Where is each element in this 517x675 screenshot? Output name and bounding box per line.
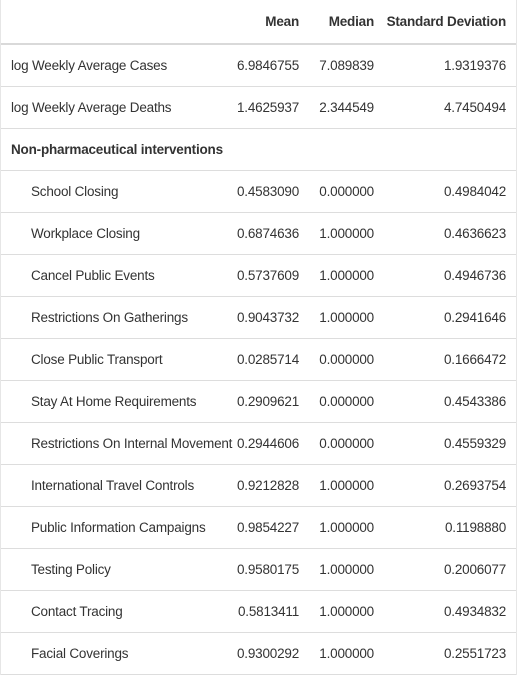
row-label: log Weekly Average Deaths [1,86,231,129]
row-label: Contact Tracing [1,590,231,633]
row-label: Workplace Closing [1,212,231,255]
median-cell: 1.000000 [309,548,384,591]
row-label: School Closing [1,170,231,213]
table-row: Public Information Campaigns 0.9854227 1… [1,506,516,549]
sd-cell: 1.9319376 [384,44,516,87]
sd-cell: 0.2006077 [384,548,516,591]
mean-cell: 0.9043732 [231,296,309,339]
median-cell: 0.000000 [309,170,384,213]
header-label [1,0,231,45]
table-row: School Closing 0.4583090 0.000000 0.4984… [1,170,516,213]
row-label: International Travel Controls [1,464,231,507]
table-row: Testing Policy 0.9580175 1.000000 0.2006… [1,548,516,591]
sd-cell: 0.4984042 [384,170,516,213]
row-label: Stay At Home Requirements [1,380,231,423]
mean-cell: 0.9580175 [231,548,309,591]
header-row: Mean Median Standard Deviation [1,0,516,45]
table-row: International Travel Controls 0.9212828 … [1,464,516,507]
mean-cell: 0.6874636 [231,212,309,255]
sd-cell: 0.4946736 [384,254,516,297]
median-cell: 2.344549 [309,86,384,129]
header-mean: Mean [231,0,309,45]
mean-cell: 0.5813411 [231,590,309,633]
sd-cell: 0.4636623 [384,212,516,255]
row-label: Testing Policy [1,548,231,591]
table-body: log Weekly Average Cases 6.9846755 7.089… [1,44,516,675]
median-cell: 1.000000 [309,590,384,633]
sd-cell: 0.1198880 [384,506,516,549]
header-median: Median [309,0,384,45]
table-row: Contact Tracing 0.5813411 1.000000 0.493… [1,590,516,633]
median-cell: 1.000000 [309,254,384,297]
table-row: Restrictions On Gatherings 0.9043732 1.0… [1,296,516,339]
median-cell: 1.000000 [309,296,384,339]
median-cell: 1.000000 [309,506,384,549]
header-standard-deviation: Standard Deviation [384,0,516,45]
group-header-row: Non-pharmaceutical interventions [1,128,516,171]
mean-cell: 0.9300292 [231,632,309,675]
sd-cell: 0.1666472 [384,338,516,381]
median-cell: 0.000000 [309,380,384,423]
median-cell: 7.089839 [309,44,384,87]
mean-cell: 0.5737609 [231,254,309,297]
table-row: Close Public Transport 0.0285714 0.00000… [1,338,516,381]
sd-cell: 0.4559329 [384,422,516,465]
sd-cell: 4.7450494 [384,86,516,129]
row-label: Cancel Public Events [1,254,231,297]
table-row: Cancel Public Events 0.5737609 1.000000 … [1,254,516,297]
group-title: Non-pharmaceutical interventions [1,128,516,171]
median-cell: 1.000000 [309,464,384,507]
table-row: Stay At Home Requirements 0.2909621 0.00… [1,380,516,423]
mean-cell: 0.9212828 [231,464,309,507]
sd-cell: 0.4934832 [384,590,516,633]
mean-cell: 0.9854227 [231,506,309,549]
table-row: Restrictions On Internal Movement 0.2944… [1,422,516,465]
row-label: Restrictions On Internal Movement [1,422,232,465]
mean-cell: 0.2944606 [231,422,309,465]
table-row: Workplace Closing 0.6874636 1.000000 0.4… [1,212,516,255]
row-label: Facial Coverings [1,632,231,675]
sd-cell: 0.2941646 [384,296,516,339]
table-row: log Weekly Average Deaths 1.4625937 2.34… [1,86,516,129]
median-cell: 1.000000 [309,212,384,255]
mean-cell: 6.9846755 [231,44,309,87]
mean-cell: 1.4625937 [231,86,309,129]
mean-cell: 0.0285714 [231,338,309,381]
median-cell: 1.000000 [309,632,384,675]
sd-cell: 0.2693754 [384,464,516,507]
table-row: log Weekly Average Cases 6.9846755 7.089… [1,44,516,87]
row-label: log Weekly Average Cases [1,44,231,87]
row-label: Restrictions On Gatherings [1,296,231,339]
table-row: Facial Coverings 0.9300292 1.000000 0.25… [1,632,516,675]
row-label: Public Information Campaigns [1,506,231,549]
row-label: Close Public Transport [1,338,231,381]
sd-cell: 0.4543386 [384,380,516,423]
table-header: Mean Median Standard Deviation [1,0,516,45]
median-cell: 0.000000 [309,338,384,381]
mean-cell: 0.2909621 [231,380,309,423]
median-cell: 0.000000 [309,422,384,465]
sd-cell: 0.2551723 [384,632,516,675]
mean-cell: 0.4583090 [231,170,309,213]
